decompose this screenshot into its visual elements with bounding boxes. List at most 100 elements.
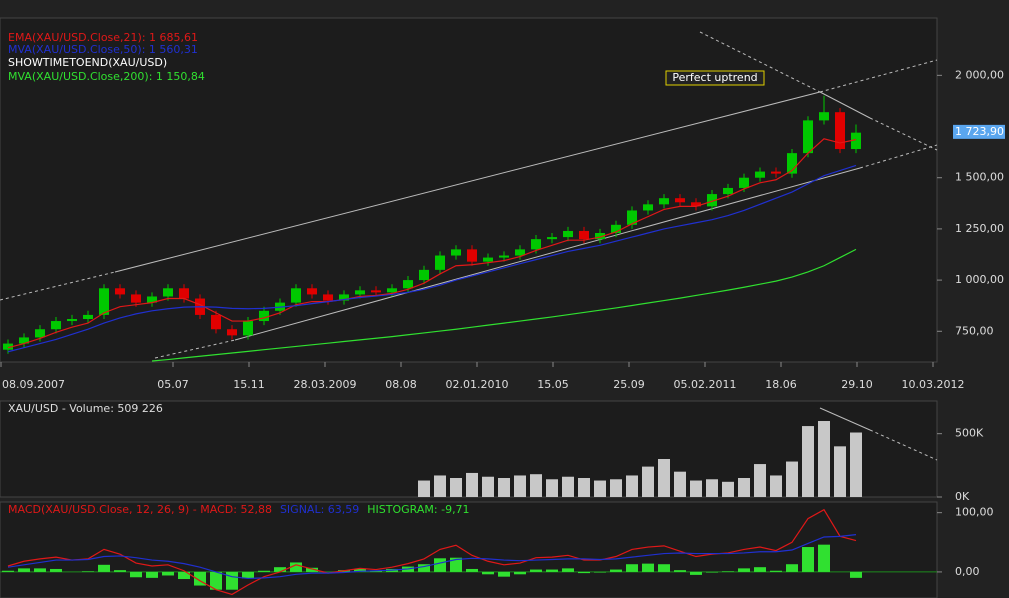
volume-bar [674,471,686,497]
histogram-bar [242,571,254,579]
volume-bar [754,464,766,497]
trend-line [819,91,871,119]
volume-bar [530,474,542,497]
x-tick-label: 05.07 [157,378,189,391]
candle-body [131,294,141,303]
histogram-bar [770,570,782,572]
histogram-bar [754,567,766,572]
histogram-bar [578,571,590,574]
histogram-bar [2,570,14,572]
histogram-bar [18,568,30,572]
volume-bar [770,475,782,497]
y-tick-label: 500K [955,427,984,440]
volume-bar [434,475,446,497]
candle-body [755,171,765,178]
legend-entry: EMA(XAU/USD.Close,21): 1 685,61 [8,31,198,44]
histogram-bar [610,569,622,572]
candle-body [163,288,173,297]
candle-body [691,202,701,207]
legend-entry: SHOWTIMETOEND(XAU/USD) [8,56,167,69]
candle-body [739,177,749,188]
x-tick-label: 08.09.2007 [2,378,65,391]
histogram-bar [626,564,638,572]
histogram-bar [514,571,526,575]
histogram-bar [450,557,462,572]
candle-body [51,321,61,330]
volume-bar [514,475,526,497]
panel-title: SIGNAL: 63,59 [280,503,359,516]
histogram-bar [690,571,702,575]
candle-body [515,249,525,256]
volume-bar [626,475,638,497]
y-tick-label: 2 000,00 [955,68,1004,81]
x-tick-label: 18.06 [765,378,797,391]
volume-bar [418,480,430,497]
annotation: Perfect uptrend [672,71,757,84]
x-tick-label: 08.08 [385,378,417,391]
panel-title: XAU/USD - Volume: 509 226 [8,402,163,415]
y-tick-label: 1 500,00 [955,171,1004,184]
trend-line [819,59,938,93]
x-tick-label: 10.03.2012 [902,378,965,391]
histogram-bar [210,571,222,590]
volume-bar [706,479,718,497]
histogram-bar [642,563,654,572]
candle-body [595,233,605,240]
candle-body [851,132,861,150]
histogram-bar [802,547,814,572]
candle-body [147,296,157,303]
histogram-bar [306,567,318,572]
candle-body [547,237,557,240]
candle-body [787,153,797,174]
volume-bar [786,461,798,497]
x-tick-label: 15.11 [233,378,265,391]
candle-body [259,310,269,322]
legend-entry: MVA(XAU/USD.Close,200): 1 150,84 [8,70,205,83]
trend-line [869,117,938,151]
candle-body [403,280,413,289]
volume-bar [594,480,606,497]
histogram-bar [722,571,734,572]
volume-bar [802,426,814,497]
histogram-bar [178,571,190,580]
candle-body [99,288,109,315]
annotation-box [665,70,765,86]
candle-body [803,120,813,154]
candle-body [675,198,685,203]
histogram-bar [162,571,174,576]
volume-bar [466,472,478,497]
candle-body [3,343,13,350]
x-tick-label: 15.05 [537,378,569,391]
volume-bar [658,459,670,497]
histogram-bar [530,569,542,572]
volume-bar [578,478,590,497]
trend-line [699,31,821,93]
x-tick-label: 28.03.2009 [294,378,357,391]
histogram-bar [674,570,686,572]
candle-body [771,171,781,174]
histogram-bar [274,567,286,572]
volume-bar [546,479,558,497]
candle-body [451,249,461,256]
volume-bar [722,481,734,497]
candle-body [19,337,29,344]
histogram-bar [466,568,478,572]
y-tick-label: 1 000,00 [955,273,1004,286]
y-tick-label: 1 250,00 [955,222,1004,235]
histogram-bar [82,571,94,572]
price-marker-label: 1 723,90 [955,125,1004,138]
histogram-bar [50,568,62,572]
candle-body [243,321,253,336]
histogram-bar [658,564,670,572]
histogram-bar [258,570,270,572]
candle-body [307,288,317,295]
indicator-line [151,248,857,362]
candle-body [835,112,845,150]
candle-body [83,314,93,319]
histogram-bar [786,564,798,572]
candle-body [627,210,637,225]
trend-line [859,144,938,169]
candle-body [707,194,717,207]
